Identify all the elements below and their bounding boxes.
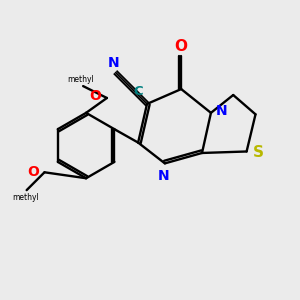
Text: O: O (175, 39, 188, 54)
Text: N: N (108, 56, 119, 70)
Text: S: S (253, 146, 263, 160)
Text: O: O (90, 88, 102, 103)
Text: methyl: methyl (67, 75, 94, 84)
Text: C: C (133, 85, 143, 98)
Text: N: N (158, 169, 169, 183)
Text: N: N (215, 104, 227, 118)
Text: methyl: methyl (12, 193, 38, 202)
Text: O: O (27, 165, 39, 179)
